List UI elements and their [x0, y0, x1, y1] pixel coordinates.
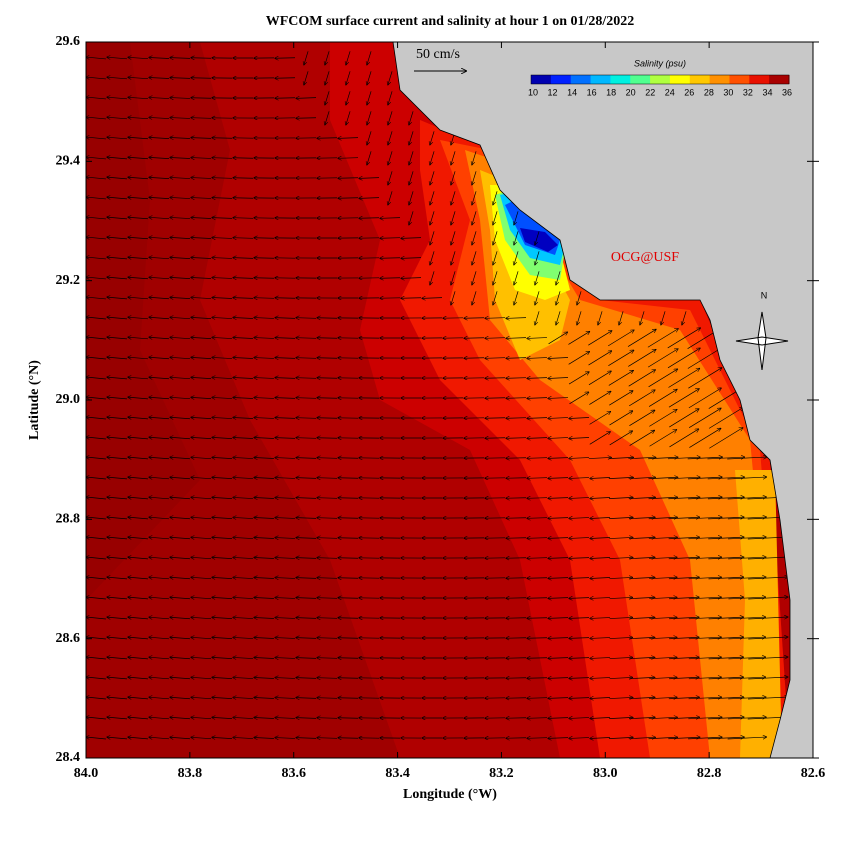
- colorbar-swatch: [591, 75, 611, 84]
- y-tick-label: 29.0: [56, 392, 81, 407]
- y-tick-label: 29.6: [56, 34, 81, 49]
- chart-title: WFCOM surface current and salinity at ho…: [266, 14, 635, 29]
- colorbar-swatch: [670, 75, 690, 84]
- colorbar-tick-label: 12: [548, 87, 558, 97]
- colorbar-swatch: [690, 75, 710, 84]
- colorbar-tick-label: 20: [626, 87, 636, 97]
- x-tick-label: 83.6: [281, 766, 306, 781]
- colorbar-tick-label: 32: [743, 87, 753, 97]
- y-axis-label: Latitude (°N): [27, 360, 42, 440]
- y-tick-label: 28.8: [56, 512, 81, 527]
- colorbar-swatch: [551, 75, 571, 84]
- colorbar-tick-label: 16: [587, 87, 597, 97]
- colorbar-swatch: [729, 75, 749, 84]
- colorbar-tick-label: 26: [684, 87, 694, 97]
- colorbar-tick-label: 18: [606, 87, 616, 97]
- x-tick-label: 83.4: [385, 766, 410, 781]
- colorbar-swatch: [769, 75, 789, 84]
- y-tick-label: 28.6: [56, 631, 81, 646]
- colorbar-tick-label: 28: [704, 87, 714, 97]
- colorbar-tick-label: 34: [762, 87, 772, 97]
- scale-label: 50 cm/s: [416, 47, 460, 62]
- x-tick-label: 83.0: [593, 766, 618, 781]
- colorbar-swatch: [749, 75, 769, 84]
- colorbar-tick-label: 10: [528, 87, 538, 97]
- colorbar-label: Salinity (psu): [634, 58, 686, 68]
- north-label: N: [761, 290, 768, 300]
- colorbar-tick-label: 22: [645, 87, 655, 97]
- colorbar-tick-label: 24: [665, 87, 675, 97]
- x-tick-label: 83.2: [489, 766, 514, 781]
- colorbar-swatch: [630, 75, 650, 84]
- colorbar-swatch: [610, 75, 630, 84]
- colorbar-tick-label: 30: [723, 87, 733, 97]
- y-tick-label: 28.4: [56, 750, 81, 765]
- watermark: OCG@USF: [611, 250, 679, 265]
- x-tick-label: 82.8: [697, 766, 722, 781]
- colorbar-swatch: [531, 75, 551, 84]
- y-tick-label: 29.4: [56, 154, 81, 169]
- colorbar-swatch: [571, 75, 591, 84]
- y-tick-label: 29.2: [56, 273, 81, 288]
- x-tick-label: 83.8: [178, 766, 203, 781]
- current-arrow: [338, 558, 358, 559]
- x-tick-label: 84.0: [74, 766, 99, 781]
- colorbar-swatch: [650, 75, 670, 84]
- colorbar-swatch: [710, 75, 730, 84]
- colorbar-tick-label: 36: [782, 87, 792, 97]
- x-tick-label: 82.6: [801, 766, 826, 781]
- x-axis-label: Longitude (°W): [403, 787, 497, 802]
- colorbar-tick-label: 14: [567, 87, 577, 97]
